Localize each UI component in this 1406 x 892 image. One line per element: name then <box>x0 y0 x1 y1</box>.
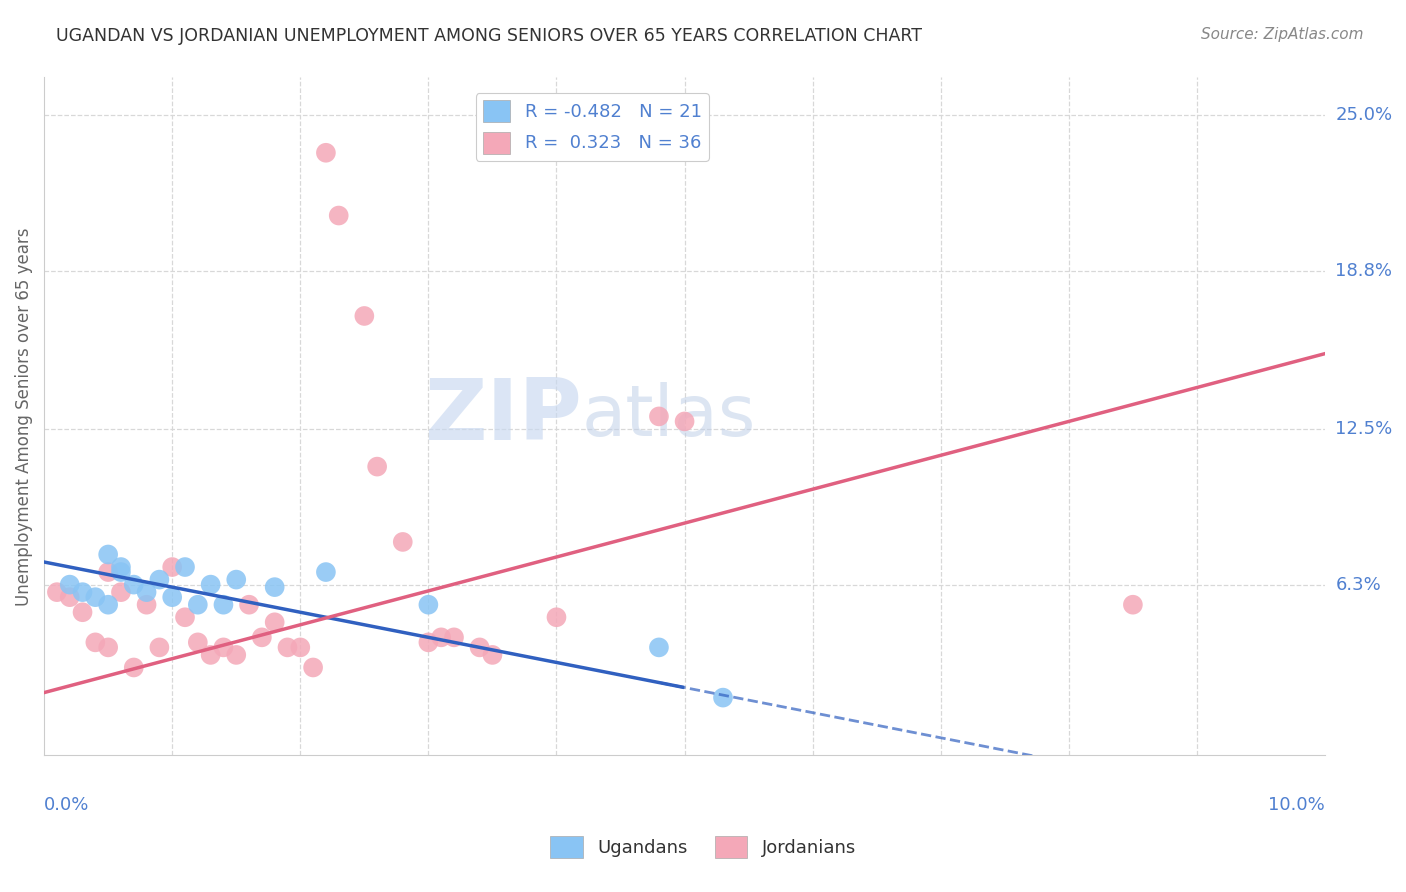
Point <box>648 640 671 655</box>
Point <box>72 605 94 619</box>
Point <box>238 598 260 612</box>
Point <box>468 640 491 655</box>
Point <box>430 631 453 645</box>
Point <box>418 598 440 612</box>
Point <box>212 598 235 612</box>
Text: ZIP: ZIP <box>425 375 582 458</box>
Point <box>263 615 285 630</box>
Point <box>315 145 337 160</box>
Point <box>546 610 568 624</box>
Point <box>212 640 235 655</box>
Text: 10.0%: 10.0% <box>1268 796 1324 814</box>
Point <box>160 560 183 574</box>
Point <box>97 565 120 579</box>
Point <box>353 309 375 323</box>
Text: 18.8%: 18.8% <box>1336 261 1392 280</box>
Legend: Ugandans, Jordanians: Ugandans, Jordanians <box>543 829 863 865</box>
Point <box>84 635 107 649</box>
Point <box>418 635 440 649</box>
Point <box>84 590 107 604</box>
Point <box>225 573 247 587</box>
Point <box>135 585 157 599</box>
Point <box>481 648 503 662</box>
Point <box>225 648 247 662</box>
Point <box>250 631 273 645</box>
Point <box>72 585 94 599</box>
Text: 6.3%: 6.3% <box>1336 575 1381 593</box>
Text: Source: ZipAtlas.com: Source: ZipAtlas.com <box>1201 27 1364 42</box>
Point <box>315 565 337 579</box>
Point <box>110 560 132 574</box>
Point <box>122 577 145 591</box>
Point <box>174 610 197 624</box>
Point <box>45 585 67 599</box>
Point <box>59 577 82 591</box>
Point <box>148 573 170 587</box>
Point <box>711 690 734 705</box>
Point <box>391 535 413 549</box>
Point <box>302 660 325 674</box>
Text: 0.0%: 0.0% <box>44 796 90 814</box>
Point <box>148 640 170 655</box>
Point <box>187 598 209 612</box>
Point <box>122 660 145 674</box>
Legend: R = -0.482   N = 21, R =  0.323   N = 36: R = -0.482 N = 21, R = 0.323 N = 36 <box>475 94 709 161</box>
Point <box>200 648 222 662</box>
Point <box>135 598 157 612</box>
Point <box>276 640 298 655</box>
Point <box>290 640 312 655</box>
Point <box>328 209 350 223</box>
Point <box>648 409 671 424</box>
Point <box>110 585 132 599</box>
Point <box>97 640 120 655</box>
Text: 12.5%: 12.5% <box>1336 420 1392 438</box>
Point <box>97 548 120 562</box>
Point <box>160 590 183 604</box>
Point <box>673 414 696 428</box>
Point <box>366 459 388 474</box>
Point <box>443 631 465 645</box>
Point <box>200 577 222 591</box>
Point <box>1122 598 1144 612</box>
Point <box>59 590 82 604</box>
Point <box>174 560 197 574</box>
Text: UGANDAN VS JORDANIAN UNEMPLOYMENT AMONG SENIORS OVER 65 YEARS CORRELATION CHART: UGANDAN VS JORDANIAN UNEMPLOYMENT AMONG … <box>56 27 922 45</box>
Point <box>187 635 209 649</box>
Text: 25.0%: 25.0% <box>1336 106 1392 124</box>
Point <box>110 565 132 579</box>
Text: atlas: atlas <box>582 382 756 450</box>
Y-axis label: Unemployment Among Seniors over 65 years: Unemployment Among Seniors over 65 years <box>15 227 32 606</box>
Point <box>263 580 285 594</box>
Point <box>97 598 120 612</box>
